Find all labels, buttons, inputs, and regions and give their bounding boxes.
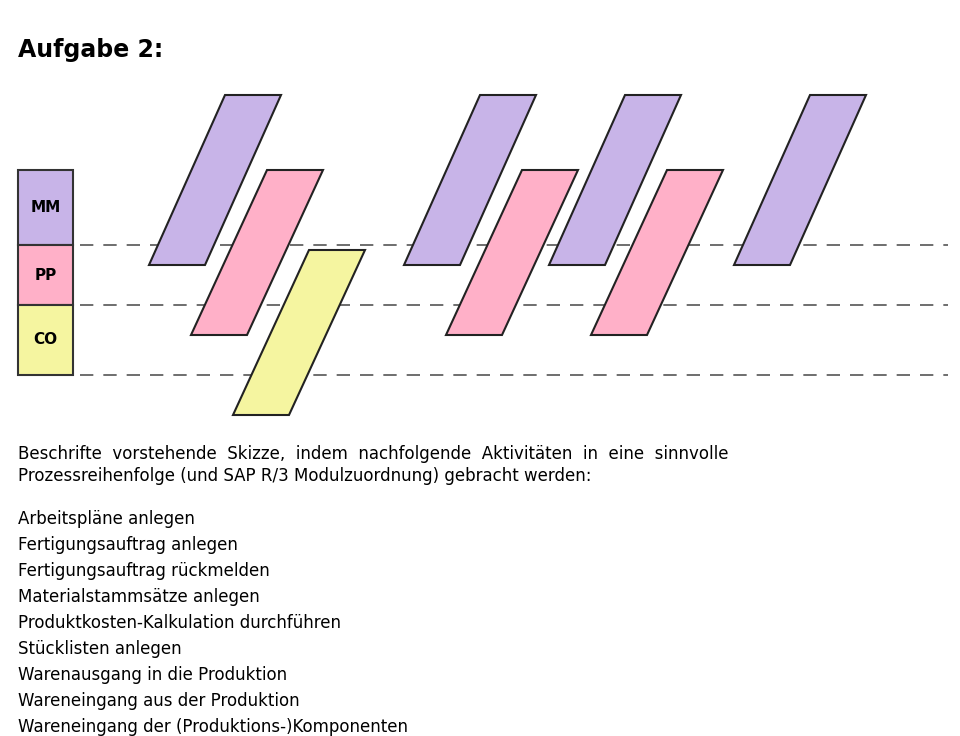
Text: Stücklisten anlegen: Stücklisten anlegen: [18, 640, 181, 658]
Text: Warenausgang in die Produktion: Warenausgang in die Produktion: [18, 666, 287, 684]
Text: Produktkosten-Kalkulation durchführen: Produktkosten-Kalkulation durchführen: [18, 614, 341, 632]
Text: PP: PP: [35, 267, 57, 283]
Polygon shape: [734, 95, 866, 265]
Bar: [18, 305, 73, 375]
Text: Fertigungsauftrag rückmelden: Fertigungsauftrag rückmelden: [18, 562, 270, 580]
Text: CO: CO: [34, 333, 58, 347]
Polygon shape: [233, 250, 365, 415]
Bar: [18, 245, 73, 305]
Polygon shape: [149, 95, 281, 265]
Text: Prozessreihenfolge (und SAP R/3 Modulzuordnung) gebracht werden:: Prozessreihenfolge (und SAP R/3 Modulzuo…: [18, 467, 591, 485]
Text: Fertigungsauftrag anlegen: Fertigungsauftrag anlegen: [18, 536, 238, 554]
Bar: [18, 170, 73, 245]
Text: Wareneingang der (Produktions-)Komponenten: Wareneingang der (Produktions-)Komponent…: [18, 718, 408, 736]
Text: Arbeitspläne anlegen: Arbeitspläne anlegen: [18, 510, 195, 528]
Polygon shape: [191, 170, 323, 335]
Polygon shape: [591, 170, 723, 335]
Polygon shape: [549, 95, 681, 265]
Text: Beschrifte  vorstehende  Skizze,  indem  nachfolgende  Aktivitäten  in  eine  si: Beschrifte vorstehende Skizze, indem nac…: [18, 445, 729, 463]
Polygon shape: [404, 95, 536, 265]
Text: MM: MM: [31, 200, 60, 215]
Text: Materialstammsätze anlegen: Materialstammsätze anlegen: [18, 588, 260, 606]
Polygon shape: [446, 170, 578, 335]
Text: Wareneingang aus der Produktion: Wareneingang aus der Produktion: [18, 692, 300, 710]
Text: Aufgabe 2:: Aufgabe 2:: [18, 38, 163, 62]
